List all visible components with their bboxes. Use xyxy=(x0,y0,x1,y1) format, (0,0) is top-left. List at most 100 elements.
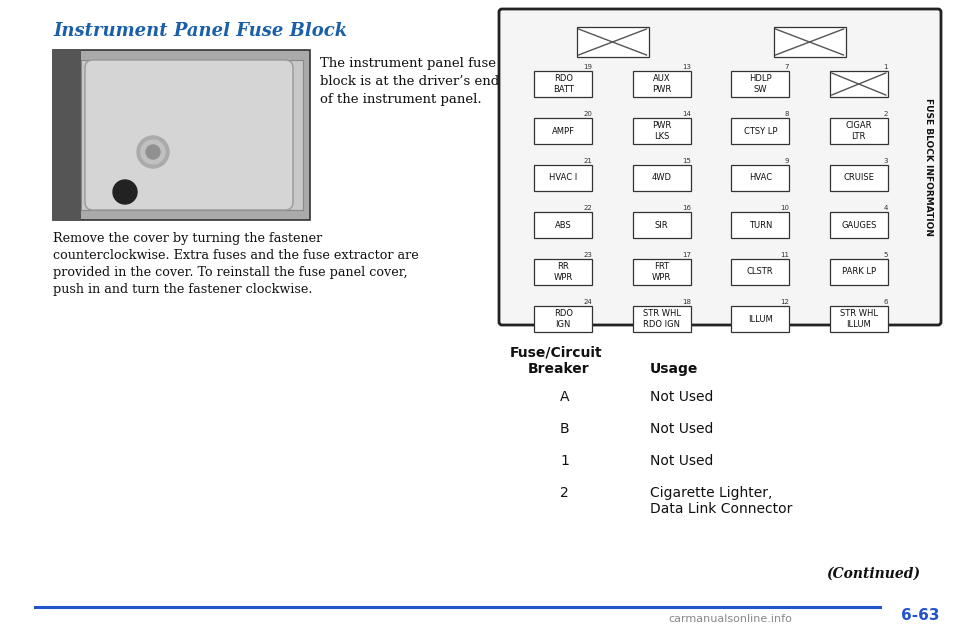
Text: Instrument Panel Fuse Block: Instrument Panel Fuse Block xyxy=(53,22,348,40)
FancyBboxPatch shape xyxy=(85,60,293,210)
Bar xyxy=(732,306,789,332)
Text: 14: 14 xyxy=(682,111,691,117)
Text: 1: 1 xyxy=(883,64,888,70)
Bar xyxy=(633,118,691,144)
Text: 1: 1 xyxy=(560,454,569,468)
Text: CTSY LP: CTSY LP xyxy=(743,127,777,136)
Bar xyxy=(732,212,789,238)
Text: of the instrument panel.: of the instrument panel. xyxy=(320,93,482,106)
Text: RDO
IGN: RDO IGN xyxy=(554,309,573,329)
Bar xyxy=(732,71,789,97)
Bar xyxy=(535,165,592,191)
Text: STR WHL
ILLUM: STR WHL ILLUM xyxy=(840,309,877,329)
Text: Fuse/Circuit: Fuse/Circuit xyxy=(510,345,603,359)
Text: 17: 17 xyxy=(682,252,691,258)
Text: RDO
BATT: RDO BATT xyxy=(553,74,574,93)
Bar xyxy=(829,259,888,285)
Bar xyxy=(829,212,888,238)
Text: counterclockwise. Extra fuses and the fuse extractor are: counterclockwise. Extra fuses and the fu… xyxy=(53,249,419,262)
Text: CRUISE: CRUISE xyxy=(843,173,875,182)
Text: 10: 10 xyxy=(780,205,789,211)
Text: 2: 2 xyxy=(560,486,568,500)
Text: 5: 5 xyxy=(883,252,888,258)
Text: 4WD: 4WD xyxy=(652,173,672,182)
Text: 20: 20 xyxy=(584,111,592,117)
Text: The instrument panel fuse: The instrument panel fuse xyxy=(320,57,496,70)
Text: RR
WPR: RR WPR xyxy=(554,262,573,282)
Bar xyxy=(53,50,310,220)
Text: TURN: TURN xyxy=(749,221,772,230)
Text: 23: 23 xyxy=(584,252,592,258)
Text: (Continued): (Continued) xyxy=(826,567,920,581)
Text: PARK LP: PARK LP xyxy=(842,268,876,276)
Text: carmanualsonline.info: carmanualsonline.info xyxy=(668,614,792,624)
Text: 8: 8 xyxy=(784,111,789,117)
Bar xyxy=(535,71,592,97)
Text: B: B xyxy=(560,422,569,436)
Text: 2: 2 xyxy=(883,111,888,117)
Text: provided in the cover. To reinstall the fuse panel cover,: provided in the cover. To reinstall the … xyxy=(53,266,408,279)
Text: 18: 18 xyxy=(682,299,691,305)
Text: 4: 4 xyxy=(883,205,888,211)
Bar xyxy=(535,306,592,332)
Bar xyxy=(535,259,592,285)
Text: 19: 19 xyxy=(584,64,592,70)
Text: 15: 15 xyxy=(682,158,691,164)
Bar xyxy=(829,165,888,191)
Text: AMPF: AMPF xyxy=(552,127,575,136)
Text: Not Used: Not Used xyxy=(650,454,713,468)
Text: A: A xyxy=(560,390,569,404)
Text: HVAC: HVAC xyxy=(749,173,772,182)
Text: push in and turn the fastener clockwise.: push in and turn the fastener clockwise. xyxy=(53,283,313,296)
Text: CIGAR
LTR: CIGAR LTR xyxy=(846,122,872,141)
Text: 6: 6 xyxy=(883,299,888,305)
Text: 21: 21 xyxy=(584,158,592,164)
Text: STR WHL
RDO IGN: STR WHL RDO IGN xyxy=(643,309,681,329)
Text: Not Used: Not Used xyxy=(650,390,713,404)
Text: Breaker: Breaker xyxy=(528,362,589,376)
Text: 24: 24 xyxy=(584,299,592,305)
Text: 22: 22 xyxy=(584,205,592,211)
Bar xyxy=(633,71,691,97)
Circle shape xyxy=(141,140,165,164)
Text: Usage: Usage xyxy=(650,362,698,376)
Text: Data Link Connector: Data Link Connector xyxy=(650,502,792,516)
Text: 7: 7 xyxy=(784,64,789,70)
Bar xyxy=(829,71,888,97)
Text: 16: 16 xyxy=(682,205,691,211)
Bar xyxy=(829,306,888,332)
Bar xyxy=(535,212,592,238)
FancyBboxPatch shape xyxy=(499,9,941,325)
Text: GAUGES: GAUGES xyxy=(841,221,876,230)
Text: AUX
PWR: AUX PWR xyxy=(652,74,671,93)
Text: HDLP
SW: HDLP SW xyxy=(749,74,772,93)
Text: 6-63: 6-63 xyxy=(901,608,940,623)
Text: 13: 13 xyxy=(682,64,691,70)
Text: ABS: ABS xyxy=(555,221,571,230)
Text: 11: 11 xyxy=(780,252,789,258)
Text: Not Used: Not Used xyxy=(650,422,713,436)
Bar xyxy=(633,212,691,238)
Bar xyxy=(829,118,888,144)
Text: ILLUM: ILLUM xyxy=(748,314,773,323)
Text: Remove the cover by turning the fastener: Remove the cover by turning the fastener xyxy=(53,232,323,245)
Circle shape xyxy=(113,180,137,204)
Circle shape xyxy=(137,136,169,168)
Bar xyxy=(53,50,81,220)
Bar xyxy=(774,27,846,57)
Text: Cigarette Lighter,: Cigarette Lighter, xyxy=(650,486,773,500)
Bar xyxy=(633,306,691,332)
Text: FRT
WPR: FRT WPR xyxy=(652,262,671,282)
Text: block is at the driver’s end: block is at the driver’s end xyxy=(320,75,499,88)
Bar xyxy=(732,165,789,191)
Text: FUSE BLOCK INFORMATION: FUSE BLOCK INFORMATION xyxy=(924,98,933,236)
Text: CLSTR: CLSTR xyxy=(747,268,774,276)
Bar xyxy=(732,259,789,285)
Text: 12: 12 xyxy=(780,299,789,305)
Circle shape xyxy=(146,145,160,159)
Text: SIR: SIR xyxy=(655,221,668,230)
Bar xyxy=(81,60,303,210)
Bar xyxy=(535,118,592,144)
Bar xyxy=(577,27,649,57)
Bar xyxy=(633,259,691,285)
